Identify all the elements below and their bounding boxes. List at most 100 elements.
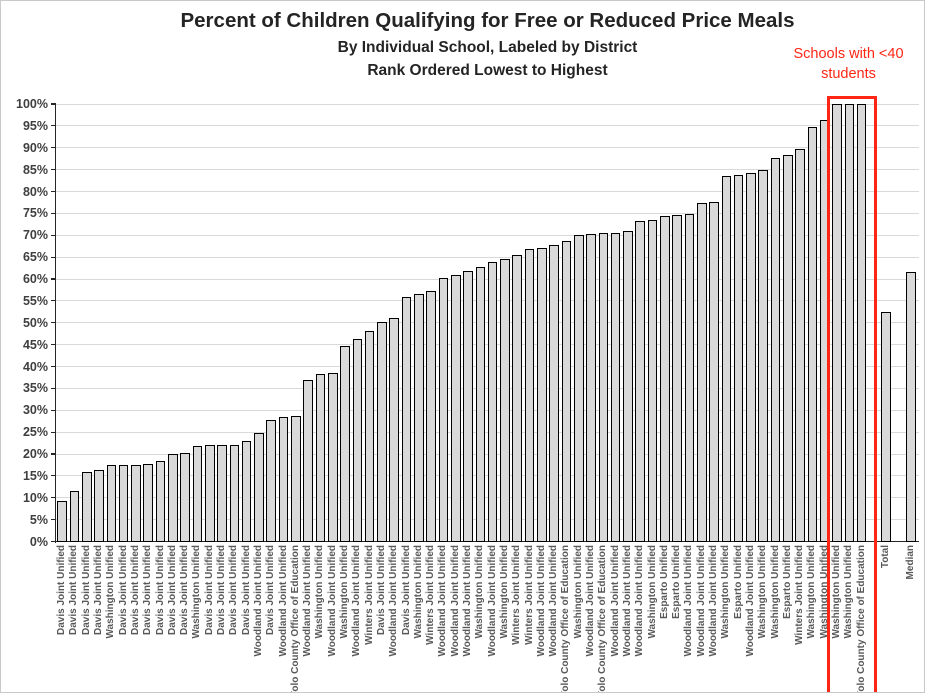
x-axis-category-label: Davis Joint Unified: [203, 545, 215, 636]
school-bar: [463, 270, 473, 542]
chart-subtitle-line1: By Individual School, Labeled by Distric…: [337, 39, 638, 56]
x-axis-category-label: Davis Joint Unified: [117, 545, 129, 636]
school-bar: [672, 214, 682, 542]
x-axis-category-label: Woodland Joint Unified: [683, 545, 695, 657]
school-bar: [118, 464, 129, 542]
y-axis-tick: [51, 103, 56, 105]
school-bar: [81, 471, 92, 542]
y-axis-tick-label: 10%: [22, 490, 48, 505]
gridline: [56, 191, 919, 192]
x-axis-category-label: Woodland Joint Unified: [548, 545, 560, 657]
gridline: [56, 169, 919, 171]
school-bar: [155, 461, 166, 542]
gridline: [56, 387, 919, 389]
school-bar: [291, 416, 301, 542]
y-axis-tick: [51, 300, 56, 302]
school-bar: [647, 219, 658, 542]
y-axis-tick: [51, 475, 56, 477]
gridline: [56, 147, 919, 149]
y-axis-tick: [51, 344, 56, 346]
school-bar: [229, 444, 240, 542]
gridline: [56, 497, 919, 499]
x-axis-category-label: Davis Joint Unified: [400, 545, 412, 636]
summary-bar: [906, 272, 916, 542]
school-bar: [746, 173, 756, 542]
x-axis-category-label: Washington Unified: [314, 545, 326, 639]
school-bar: [524, 249, 535, 542]
x-axis-category-label: Woodland Joint Unified: [634, 545, 646, 657]
y-axis-tick: [51, 147, 56, 149]
x-axis-category-label: Washington Unified: [646, 545, 658, 639]
school-bar: [733, 175, 744, 542]
highlight-box: [826, 96, 877, 692]
school-bar: [94, 469, 104, 542]
y-axis-tick: [51, 212, 56, 214]
chart-subtitle-line2: Rank Ordered Lowest to Highest: [367, 62, 608, 79]
school-bar: [573, 235, 584, 542]
x-axis-category-label: Woodland Joint Unified: [351, 545, 363, 657]
school-bar: [180, 453, 190, 542]
x-axis-category-label: Washington Unified: [339, 545, 351, 639]
school-bar: [795, 148, 805, 542]
y-axis-tick: [51, 497, 56, 499]
y-axis-tick-label: 40%: [22, 359, 48, 374]
x-axis-category-label: Esparto Unified: [658, 545, 670, 619]
x-axis-category-label: Washington Unified: [105, 545, 117, 639]
gridline: [56, 125, 919, 127]
y-axis-tick: [51, 365, 56, 368]
school-bar: [635, 220, 646, 542]
y-axis-tick-label: 50%: [22, 315, 48, 330]
x-axis-line: [56, 541, 919, 543]
x-axis-category-label: Median: [904, 545, 916, 580]
school-bar: [168, 454, 178, 542]
x-axis-category-label: Washington Unified: [769, 545, 781, 639]
school-bar: [327, 372, 338, 542]
y-axis-tick: [51, 256, 56, 258]
school-bar: [352, 338, 363, 542]
school-bar: [69, 491, 80, 542]
y-axis-tick-label: 65%: [22, 250, 48, 265]
school-bar: [377, 321, 387, 542]
school-bar: [487, 261, 498, 542]
y-axis-tick-label: 0%: [29, 534, 48, 549]
highlight-annotation-line1: Schools with <40: [793, 46, 904, 62]
school-bar: [770, 158, 781, 542]
x-axis-category-label: Washington Unified: [806, 545, 818, 639]
school-bar: [475, 267, 486, 542]
gridline: [56, 453, 919, 455]
school-bar: [709, 201, 719, 542]
x-axis-category-label: Woodland Joint Unified: [277, 545, 289, 657]
x-axis-category-label: Davis Joint Unified: [154, 545, 166, 636]
gridline: [56, 431, 919, 433]
school-bar: [610, 232, 621, 542]
school-bar: [598, 233, 609, 542]
school-bar: [57, 500, 67, 542]
y-axis-tick-label: 30%: [22, 403, 48, 418]
school-bar: [389, 318, 400, 542]
school-bar: [303, 379, 313, 542]
x-axis-category-label: Washington Unified: [412, 545, 424, 639]
x-axis-category-label: Woodland Joint Unified: [695, 545, 707, 657]
gridline: [56, 103, 919, 105]
x-axis-category-label: Esparto Unified: [781, 545, 793, 619]
x-axis-category-label: Davis Joint Unified: [166, 545, 178, 636]
x-axis-category-label: Woodland Joint Unified: [585, 545, 597, 657]
gridline: [56, 300, 919, 302]
school-bar: [500, 258, 510, 542]
gridline: [56, 256, 919, 258]
y-axis-tick-label: 70%: [22, 228, 48, 243]
school-bar: [143, 464, 154, 542]
school-bar: [364, 331, 375, 542]
y-axis-tick: [51, 278, 56, 280]
gridline: [56, 409, 919, 411]
school-bar: [856, 104, 867, 542]
x-axis-category-label: Woodland Joint Unified: [535, 545, 547, 657]
x-axis-category-label: Woodland Joint Unified: [302, 545, 314, 657]
school-bar: [561, 241, 572, 542]
x-axis-category-label: Washington Unified: [191, 545, 203, 639]
gridline: [56, 234, 919, 236]
school-bar: [278, 417, 289, 542]
y-axis-tick: [51, 453, 56, 455]
y-axis-tick: [51, 234, 56, 236]
